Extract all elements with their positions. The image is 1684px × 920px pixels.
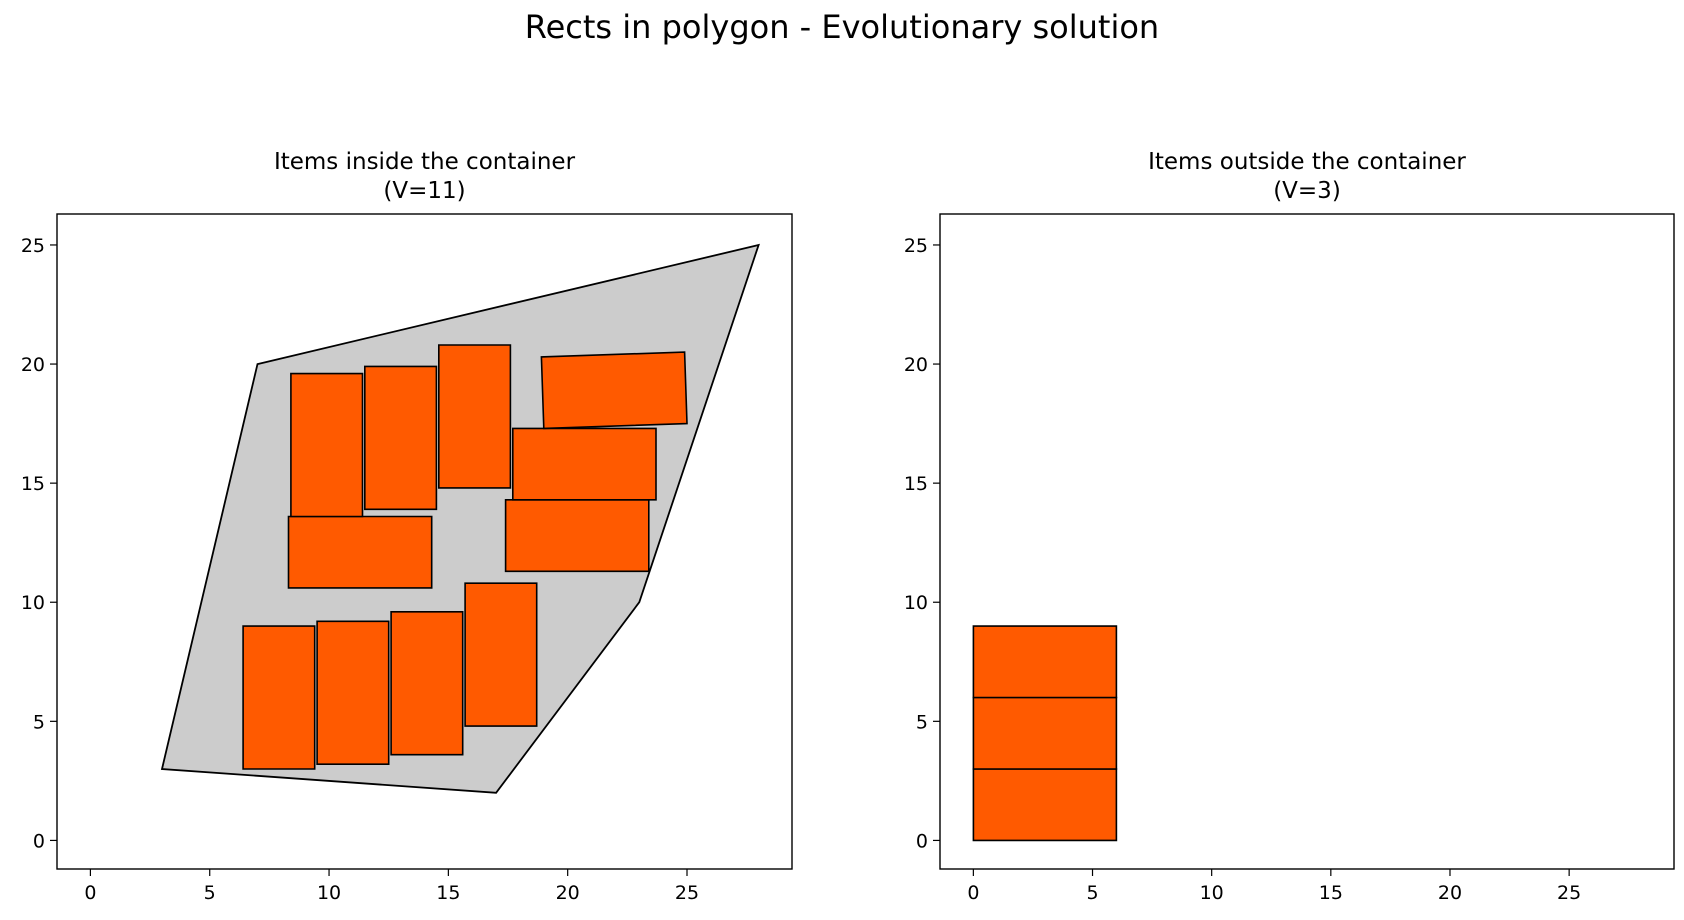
item-rect [972,768,1118,842]
item-rect [287,515,433,589]
item-rect [540,351,688,430]
figure-title: Rects in polygon - Evolutionary solution [524,8,1160,46]
item-rect [437,344,512,489]
item-rect [511,427,657,501]
y-tick-label: 20 [21,354,45,376]
y-tick-label: 15 [21,473,45,495]
panel-title-line2: (V=3) [1273,178,1341,204]
item-rect [316,620,390,766]
left-panel: Items inside the container (V=11) 0 5 10 15 20… [21,149,793,904]
x-tick-label: 0 [967,882,979,904]
y-tick-label: 25 [21,235,45,257]
y-tick-label: 0 [916,830,928,852]
item-rect [363,365,438,511]
item-rect [390,610,464,756]
y-tick-label: 25 [904,235,928,257]
y-tick-label: 15 [904,473,928,495]
x-tick-label: 5 [1086,882,1098,904]
x-tick-label: 0 [84,882,96,904]
item-rect [972,625,1118,699]
x-tick-label: 15 [436,882,460,904]
x-tick-label: 10 [317,882,341,904]
y-tick-label: 10 [904,592,928,614]
item-rect [464,582,538,727]
right-panel: Items outside the container (V=3) 0 5 10 15 20… [904,149,1675,904]
item-rect [290,372,364,518]
item-rect [504,498,650,573]
x-tick-label: 20 [1438,882,1462,904]
x-tick-label: 25 [675,882,699,904]
axes-frame [56,213,793,870]
x-tick-label: 15 [1319,882,1343,904]
axes-frame [939,213,1675,870]
x-tick-label: 25 [1557,882,1581,904]
item-rect [972,696,1118,770]
x-tick-label: 10 [1200,882,1224,904]
y-tick-label: 0 [33,830,45,852]
x-tick-label: 20 [556,882,580,904]
y-tick-label: 10 [21,592,45,614]
panel-title-line1: Items inside the container [274,149,576,175]
y-tick-label: 20 [904,354,928,376]
y-tick-label: 5 [916,711,928,733]
panel-title-line1: Items outside the container [1148,149,1466,175]
item-rect [242,625,316,770]
x-tick-label: 5 [204,882,216,904]
y-tick-label: 5 [33,711,45,733]
panel-title-line2: (V=11) [383,178,465,204]
